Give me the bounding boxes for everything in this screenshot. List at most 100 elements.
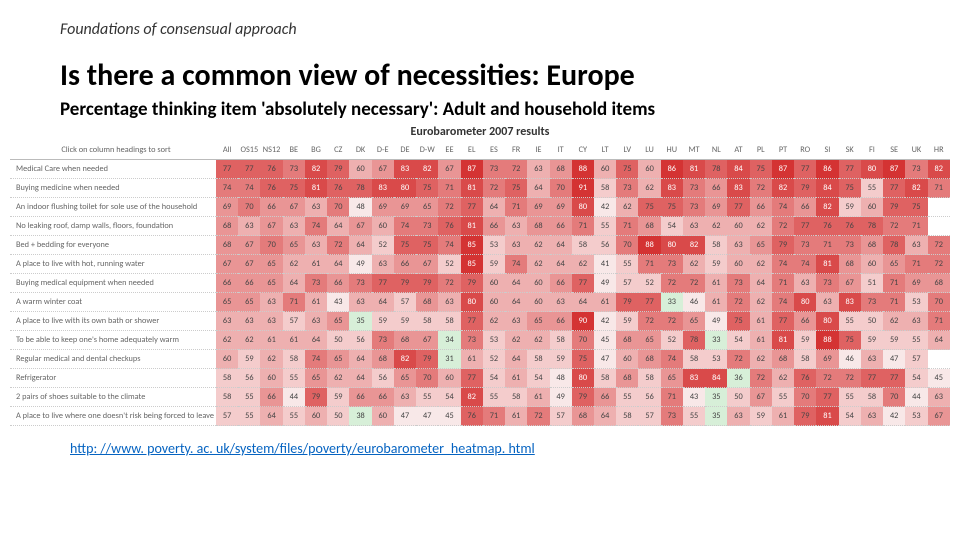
heatmap-cell: 52 (661, 331, 683, 350)
heatmap-cell: 82 (683, 236, 705, 255)
column-header[interactable]: DK (349, 141, 371, 160)
column-header[interactable]: ES (483, 141, 505, 160)
column-header[interactable]: EL (461, 141, 483, 160)
column-header[interactable]: PL (750, 141, 772, 160)
heatmap-cell: 57 (616, 274, 638, 293)
heatmap-cell: 31 (438, 350, 460, 369)
column-header[interactable]: MT (683, 141, 705, 160)
heatmap-table: Click on column headings to sort AllOS15… (10, 141, 950, 426)
heatmap-cell: 56 (638, 388, 660, 407)
heatmap-cell: 52 (638, 274, 660, 293)
heatmap-cell: 62 (238, 331, 260, 350)
column-header[interactable]: BG (305, 141, 327, 160)
heatmap-cell: 67 (283, 198, 305, 217)
column-header[interactable]: IT (550, 141, 572, 160)
column-header[interactable]: CZ (327, 141, 349, 160)
heatmap-cell: 63 (527, 160, 549, 179)
heatmap-cell: 64 (349, 236, 371, 255)
column-header[interactable]: DE (394, 141, 416, 160)
heatmap-cell: 80 (794, 293, 816, 312)
heatmap-cell: 63 (905, 312, 927, 331)
heatmap-cell: 68 (216, 236, 238, 255)
heatmap-cell: 74 (438, 236, 460, 255)
heatmap-cell: 75 (505, 179, 527, 198)
column-header[interactable]: FI (861, 141, 883, 160)
heatmap-cell: 62 (216, 331, 238, 350)
heatmap-cell: 83 (727, 179, 749, 198)
column-header[interactable]: RO (794, 141, 816, 160)
column-header[interactable]: HR (928, 141, 951, 160)
heatmap-cell: 87 (461, 160, 483, 179)
column-header[interactable]: BE (283, 141, 305, 160)
column-header[interactable]: NS12 (260, 141, 282, 160)
heatmap-cell: 63 (349, 293, 371, 312)
column-header[interactable]: All (216, 141, 238, 160)
column-header[interactable]: D-W (416, 141, 438, 160)
column-header[interactable]: OS15 (238, 141, 260, 160)
row-label: 2 pairs of shoes suitable to the climate (10, 388, 216, 407)
heatmap-cell: 59 (705, 255, 727, 274)
column-header[interactable]: LU (638, 141, 660, 160)
heatmap-cell: 81 (816, 255, 838, 274)
column-header[interactable]: HU (661, 141, 683, 160)
heatmap-cell: 50 (327, 331, 349, 350)
source-link[interactable]: http: //www. poverty. ac. uk/system/file… (70, 440, 910, 457)
heatmap-cell: 52 (438, 255, 460, 274)
table-title: Eurobarometer 2007 results (10, 125, 950, 139)
column-header[interactable]: SE (883, 141, 905, 160)
heatmap-cell: 77 (861, 369, 883, 388)
heatmap-cell: 56 (349, 331, 371, 350)
column-header[interactable]: NL (705, 141, 727, 160)
heatmap-cell: 63 (238, 312, 260, 331)
heatmap-cell: 63 (505, 217, 527, 236)
heatmap-cell: 50 (727, 388, 749, 407)
heatmap-cell: 74 (772, 293, 794, 312)
column-header[interactable]: UK (905, 141, 927, 160)
column-header[interactable]: FR (505, 141, 527, 160)
heatmap-cell: 82 (905, 179, 927, 198)
column-header[interactable]: LT (594, 141, 616, 160)
heatmap-cell: 77 (461, 369, 483, 388)
column-header[interactable]: SK (839, 141, 861, 160)
heatmap-cell: 60 (727, 217, 749, 236)
column-header[interactable]: IE (527, 141, 549, 160)
heatmap-cell: 56 (372, 369, 394, 388)
heatmap-cell: 42 (883, 407, 905, 426)
heatmap-cell: 78 (705, 160, 727, 179)
heatmap-cell: 73 (372, 331, 394, 350)
column-header[interactable]: PT (772, 141, 794, 160)
heatmap-cell: 66 (394, 255, 416, 274)
heatmap-cell: 61 (594, 293, 616, 312)
heatmap-cell: 65 (883, 255, 905, 274)
heatmap-cell: 55 (772, 388, 794, 407)
heatmap-cell: 60 (594, 160, 616, 179)
column-header[interactable]: D-E (372, 141, 394, 160)
heatmap-cell: 52 (372, 236, 394, 255)
column-header[interactable]: EE (438, 141, 460, 160)
heatmap-cell: 59 (616, 312, 638, 331)
heatmap-cell: 57 (638, 407, 660, 426)
column-header[interactable]: AT (727, 141, 749, 160)
heatmap-cell: 34 (438, 331, 460, 350)
heatmap-cell: 45 (438, 407, 460, 426)
heatmap-cell: 67 (216, 255, 238, 274)
column-header[interactable]: CY (572, 141, 594, 160)
heatmap-cell: 72 (505, 160, 527, 179)
heatmap-cell: 62 (750, 350, 772, 369)
heatmap-cell: 55 (283, 369, 305, 388)
table-row: Buying medicine when needed7474767581767… (10, 179, 950, 198)
heatmap-cell: 77 (839, 160, 861, 179)
heatmap-cell: 72 (661, 274, 683, 293)
heatmap-cell: 77 (883, 369, 905, 388)
heatmap-cell: 68 (416, 293, 438, 312)
heatmap-cell: 82 (305, 160, 327, 179)
column-header[interactable]: LV (616, 141, 638, 160)
heatmap-cell: 75 (727, 312, 749, 331)
heatmap-cell: 77 (461, 198, 483, 217)
heatmap-cell: 57 (283, 312, 305, 331)
heatmap-cell: 80 (572, 369, 594, 388)
page-title: Is there a common view of necessities: E… (60, 57, 910, 94)
column-header[interactable]: SI (816, 141, 838, 160)
heatmap-cell: 60 (483, 293, 505, 312)
heatmap-cell: 59 (483, 255, 505, 274)
